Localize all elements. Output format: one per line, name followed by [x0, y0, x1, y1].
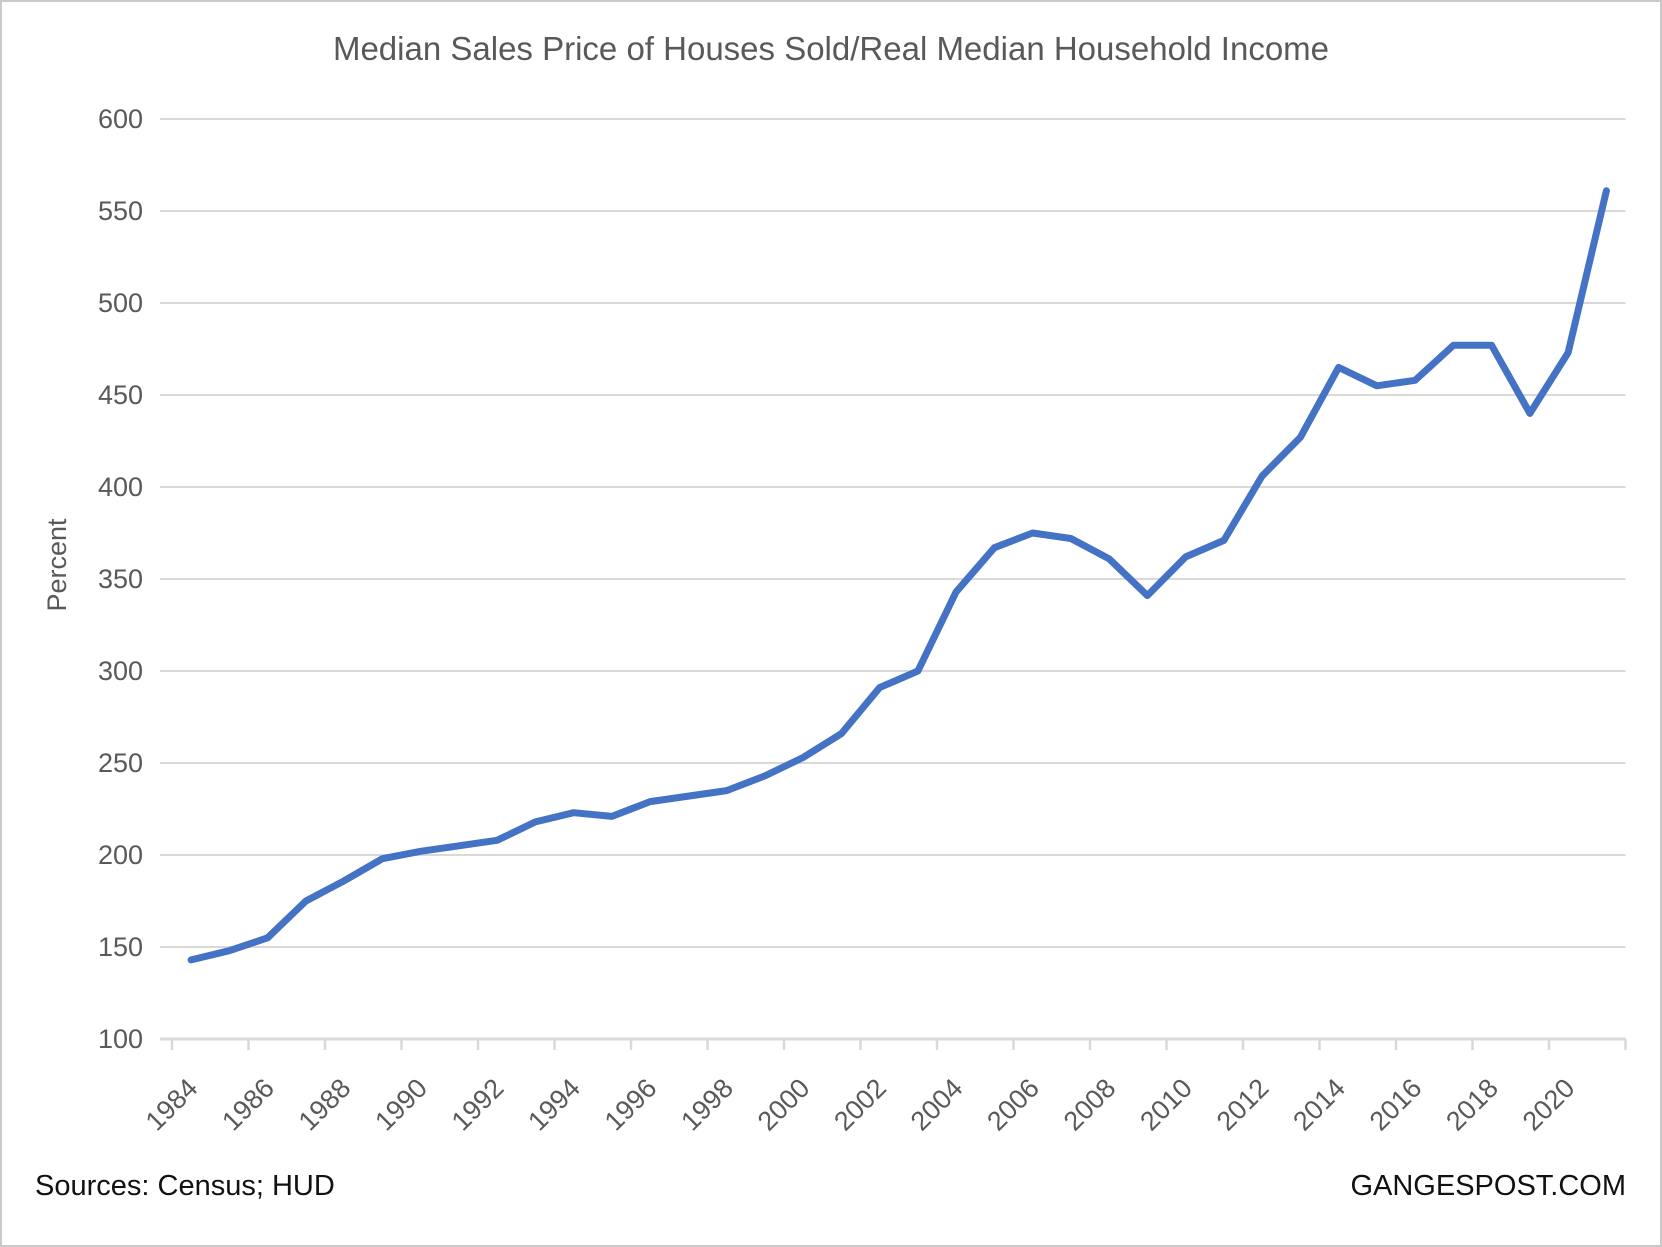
x-tick-label: 2002: [828, 1073, 892, 1137]
y-tick-label: 150: [98, 932, 143, 962]
y-tick-label: 350: [98, 564, 143, 594]
x-tick-label: 1984: [140, 1073, 204, 1137]
x-tick-label: 2010: [1134, 1073, 1198, 1137]
y-tick-label: 200: [98, 840, 143, 870]
y-tick-label: 250: [98, 748, 143, 778]
y-axis-labels: 100 150 200 250 300 350 400 450 500 550 600: [98, 104, 143, 1054]
chart-title: Median Sales Price of Houses Sold/Real M…: [332, 30, 1330, 67]
y-tick-label: 500: [98, 288, 143, 318]
x-tick-label: 2016: [1364, 1073, 1428, 1137]
site-watermark: GANGESPOST.COM: [1350, 1170, 1626, 1202]
y-tick-label: 100: [98, 1024, 143, 1054]
x-tick-label: 2008: [1058, 1073, 1122, 1137]
y-tick-label: 550: [98, 196, 143, 226]
x-tick-label: 1988: [293, 1073, 357, 1137]
y-tick-label: 400: [98, 472, 143, 502]
x-tick-label: 1986: [216, 1073, 280, 1137]
x-axis-labels: 1984 1986 1988 1990 1992 1994 1996 1998 2000 2002…: [140, 1073, 1581, 1137]
x-tick-label: 1992: [446, 1073, 510, 1137]
y-tick-label: 600: [98, 104, 143, 134]
x-tick-label: 1990: [369, 1073, 433, 1137]
x-tick-label: 2012: [1211, 1073, 1275, 1137]
x-tick-label: 2006: [981, 1073, 1045, 1137]
x-tick-label: 1996: [599, 1073, 663, 1137]
y-tick-label: 300: [98, 656, 143, 686]
x-tick-label: 1998: [675, 1073, 739, 1137]
x-tick-label: 2000: [752, 1073, 816, 1137]
y-axis-title: Percent: [42, 518, 72, 612]
sources-note: Sources: Census; HUD: [35, 1170, 335, 1202]
x-axis: [160, 1037, 1627, 1050]
x-tick-label: 2014: [1287, 1073, 1351, 1137]
data-line-series: [187, 187, 1610, 964]
y-tick-label: 450: [98, 380, 143, 410]
y-gridlines: [160, 118, 1626, 948]
x-tick-label: 2004: [905, 1073, 969, 1137]
x-tick-label: 2018: [1440, 1073, 1504, 1137]
x-tick-label: 1994: [522, 1073, 586, 1137]
x-tick-label: 2020: [1517, 1073, 1581, 1137]
